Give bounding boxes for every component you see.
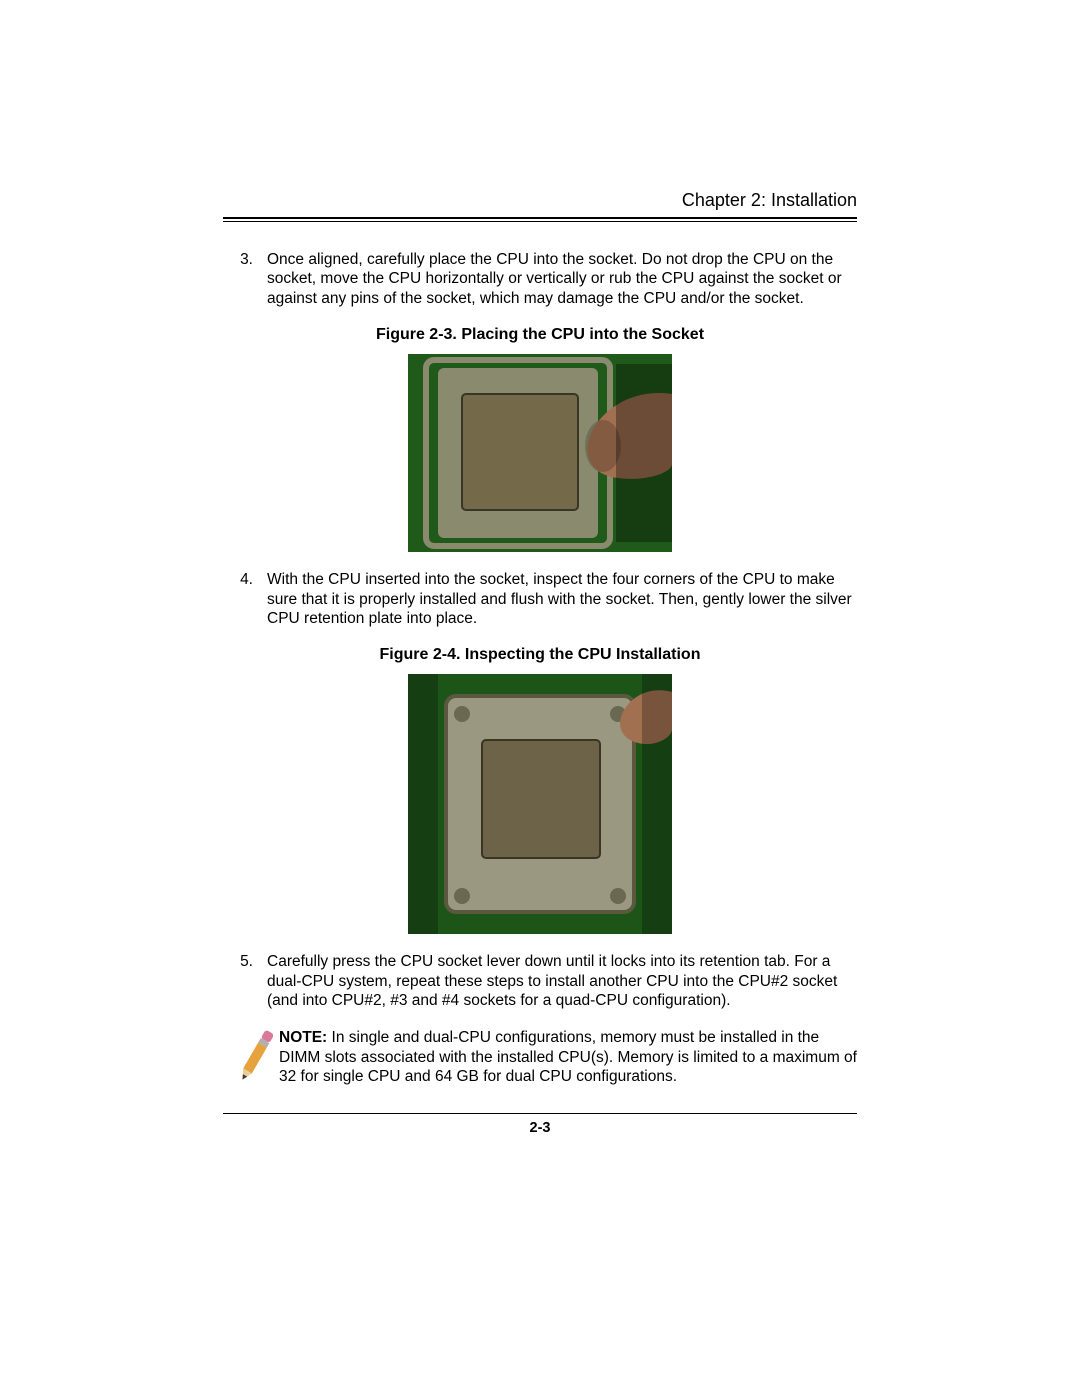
figure-image-cpu-placing — [408, 354, 672, 552]
note-body: In single and dual-CPU configurations, m… — [279, 1029, 857, 1085]
list-text: With the CPU inserted into the socket, i… — [267, 570, 857, 628]
note-label: NOTE: — [279, 1029, 327, 1046]
figure-caption: Figure 2-4. Inspecting the CPU Installat… — [223, 646, 857, 664]
figure-image-cpu-inspecting — [408, 674, 672, 934]
chapter-header: Chapter 2: Installation — [223, 190, 857, 217]
list-text: Carefully press the CPU socket lever dow… — [267, 952, 857, 1010]
list-text: Once aligned, carefully place the CPU in… — [267, 250, 857, 308]
page-number: 2-3 — [530, 1120, 551, 1136]
header-rule — [223, 217, 857, 222]
list-item: 3. Once aligned, carefully place the CPU… — [223, 250, 857, 308]
list-item: 5. Carefully press the CPU socket lever … — [223, 952, 857, 1010]
page-footer: 2-3 — [223, 1113, 857, 1136]
note-text: NOTE: In single and dual-CPU configurati… — [279, 1028, 857, 1086]
list-number: 3. — [223, 250, 267, 308]
figure-caption: Figure 2-3. Placing the CPU into the Soc… — [223, 326, 857, 344]
list-number: 5. — [223, 952, 267, 1010]
list-item: 4. With the CPU inserted into the socket… — [223, 570, 857, 628]
document-page: Chapter 2: Installation 3. Once aligned,… — [223, 190, 857, 1136]
pencil-icon — [223, 1028, 279, 1091]
list-number: 4. — [223, 570, 267, 628]
note-block: NOTE: In single and dual-CPU configurati… — [223, 1028, 857, 1091]
